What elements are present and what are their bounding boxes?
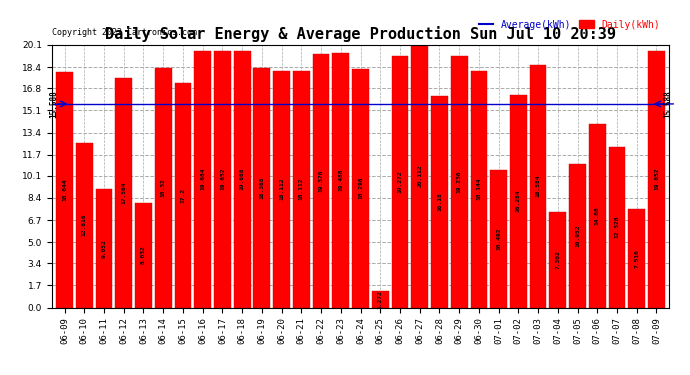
Text: 12.328: 12.328 — [615, 216, 620, 238]
Bar — [253, 68, 270, 308]
Bar — [313, 54, 329, 307]
Bar — [549, 212, 566, 308]
Bar — [293, 71, 310, 308]
Text: 18.584: 18.584 — [535, 175, 540, 197]
Bar — [629, 209, 645, 308]
Text: 14.08: 14.08 — [595, 206, 600, 225]
Text: 1.272: 1.272 — [377, 290, 383, 309]
Text: Copyright 2022 Cartronics.com: Copyright 2022 Cartronics.com — [52, 28, 197, 37]
Text: 15.588: 15.588 — [49, 90, 58, 118]
Bar — [491, 171, 507, 308]
Bar — [115, 78, 132, 308]
Bar — [392, 56, 408, 308]
Bar — [96, 189, 112, 308]
Text: 7.302: 7.302 — [555, 251, 560, 269]
Text: 19.376: 19.376 — [319, 170, 324, 192]
Text: 16.18: 16.18 — [437, 192, 442, 211]
Text: 8.032: 8.032 — [141, 246, 146, 264]
Text: 17.564: 17.564 — [121, 182, 126, 204]
Title: Daily Solar Energy & Average Production Sun Jul 10 20:39: Daily Solar Energy & Average Production … — [105, 27, 616, 42]
Text: 19.668: 19.668 — [239, 168, 245, 190]
Text: 19.652: 19.652 — [654, 168, 659, 190]
Bar — [648, 51, 665, 308]
Bar — [569, 165, 586, 308]
Bar — [76, 143, 92, 308]
Text: 10.492: 10.492 — [496, 228, 501, 250]
Text: 18.112: 18.112 — [299, 178, 304, 201]
Bar — [56, 72, 73, 308]
Bar — [135, 202, 152, 308]
Bar — [333, 53, 349, 307]
Bar — [411, 45, 428, 308]
Text: 18.112: 18.112 — [279, 178, 284, 201]
Text: 12.616: 12.616 — [82, 214, 87, 236]
Text: 18.044: 18.044 — [62, 178, 67, 201]
Bar — [214, 51, 230, 308]
Bar — [155, 68, 172, 308]
Text: 7.516: 7.516 — [634, 249, 639, 268]
Bar — [589, 124, 606, 308]
Text: 19.236: 19.236 — [457, 171, 462, 193]
Text: 18.296: 18.296 — [358, 177, 363, 199]
Text: 18.32: 18.32 — [161, 178, 166, 197]
Bar — [372, 291, 388, 308]
Bar — [175, 83, 191, 308]
Text: 18.144: 18.144 — [476, 178, 482, 200]
Text: 19.488: 19.488 — [338, 169, 344, 192]
Text: 17.2: 17.2 — [181, 188, 186, 202]
Text: 20.112: 20.112 — [417, 165, 422, 188]
Bar — [352, 69, 369, 308]
Bar — [510, 95, 526, 308]
Bar — [273, 71, 290, 308]
Bar — [195, 51, 211, 308]
Text: 9.052: 9.052 — [101, 239, 106, 258]
Text: 19.272: 19.272 — [397, 170, 402, 193]
Bar — [431, 96, 448, 308]
Bar — [609, 147, 625, 308]
Text: 19.652: 19.652 — [220, 168, 225, 190]
Text: 19.664: 19.664 — [200, 168, 205, 190]
Bar — [234, 51, 250, 308]
Bar — [471, 70, 487, 308]
Legend: Average(kWh), Daily(kWh): Average(kWh), Daily(kWh) — [475, 16, 664, 33]
Text: 10.952: 10.952 — [575, 225, 580, 247]
Text: 18.368: 18.368 — [259, 176, 264, 199]
Bar — [530, 65, 546, 308]
Text: 15.588: 15.588 — [663, 90, 672, 118]
Bar — [451, 56, 468, 308]
Text: 16.284: 16.284 — [516, 190, 521, 212]
